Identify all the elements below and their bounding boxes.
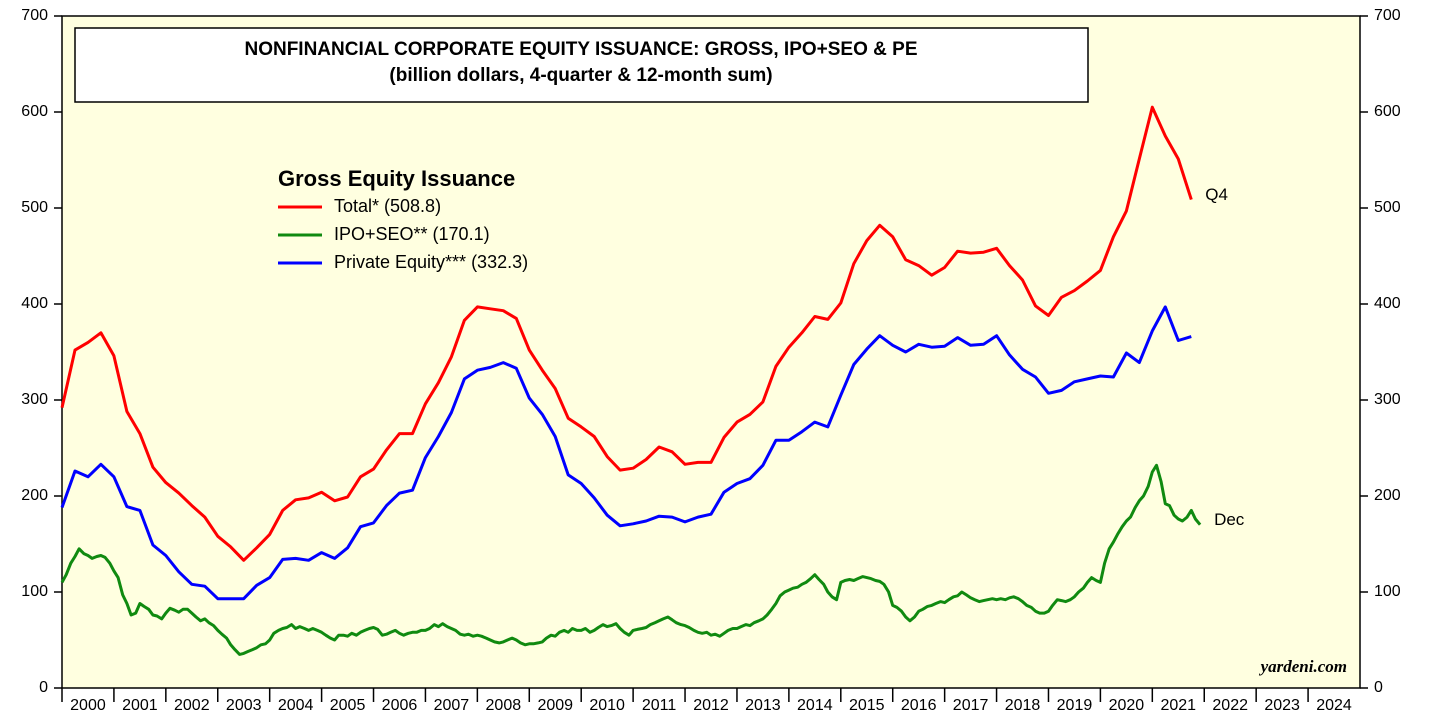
x-tick-label: 2011 bbox=[642, 697, 677, 714]
x-tick-label: 2012 bbox=[693, 697, 729, 714]
x-tick-label: 2006 bbox=[382, 697, 418, 714]
legend-label: Total* (508.8) bbox=[334, 196, 441, 216]
x-tick-label: 2004 bbox=[278, 697, 314, 714]
x-tick-label: 2019 bbox=[1057, 697, 1093, 714]
y-tick-label: 0 bbox=[39, 679, 48, 696]
x-tick-label: 2017 bbox=[953, 697, 989, 714]
y-tick-label: 500 bbox=[21, 199, 48, 216]
x-tick-label: 2016 bbox=[901, 697, 937, 714]
y2-tick-label: 400 bbox=[1374, 295, 1401, 312]
end-label: Q4 bbox=[1205, 185, 1228, 204]
x-tick-label: 2003 bbox=[226, 697, 262, 714]
x-tick-label: 2023 bbox=[1264, 697, 1300, 714]
y2-tick-label: 700 bbox=[1374, 7, 1401, 24]
x-tick-label: 2013 bbox=[745, 697, 781, 714]
x-tick-label: 2001 bbox=[122, 697, 158, 714]
series-line bbox=[60, 463, 1202, 656]
x-tick-label: 2005 bbox=[330, 697, 366, 714]
legend-label: Private Equity*** (332.3) bbox=[334, 252, 528, 272]
legend-title: Gross Equity Issuance bbox=[278, 166, 515, 191]
y2-tick-label: 600 bbox=[1374, 103, 1401, 120]
x-tick-label: 2008 bbox=[486, 697, 522, 714]
x-tick-label: 2015 bbox=[849, 697, 885, 714]
series-line bbox=[60, 305, 1192, 601]
y-tick-label: 300 bbox=[21, 391, 48, 408]
x-tick-label: 2010 bbox=[589, 697, 625, 714]
y2-tick-label: 300 bbox=[1374, 391, 1401, 408]
source: yardeni.com bbox=[1259, 657, 1347, 676]
x-tick-label: 2000 bbox=[70, 697, 106, 714]
y-tick-label: 100 bbox=[21, 583, 48, 600]
legend-label: IPO+SEO** (170.1) bbox=[334, 224, 490, 244]
y2-tick-label: 500 bbox=[1374, 199, 1401, 216]
x-tick-label: 2018 bbox=[1005, 697, 1041, 714]
y-tick-label: 200 bbox=[21, 487, 48, 504]
x-tick-label: 2020 bbox=[1109, 697, 1145, 714]
y2-tick-label: 200 bbox=[1374, 487, 1401, 504]
y2-tick-label: 0 bbox=[1374, 679, 1383, 696]
x-tick-label: 2024 bbox=[1316, 697, 1352, 714]
chart-title: NONFINANCIAL CORPORATE EQUITY ISSUANCE: … bbox=[244, 39, 917, 60]
title-box bbox=[74, 27, 1089, 103]
x-tick-label: 2021 bbox=[1160, 697, 1196, 714]
y2-tick-label: 100 bbox=[1374, 583, 1401, 600]
y-tick-label: 400 bbox=[21, 295, 48, 312]
x-tick-label: 2009 bbox=[537, 697, 573, 714]
x-tick-label: 2007 bbox=[434, 697, 470, 714]
series-line bbox=[60, 105, 1193, 562]
y-tick-label: 600 bbox=[21, 103, 48, 120]
x-tick-label: 2022 bbox=[1212, 697, 1248, 714]
x-tick-label: 2002 bbox=[174, 697, 210, 714]
end-label: Dec bbox=[1214, 510, 1245, 529]
y-tick-label: 700 bbox=[21, 7, 48, 24]
chart-subtitle: (billion dollars, 4-quarter & 12-month s… bbox=[389, 65, 772, 86]
x-tick-label: 2014 bbox=[797, 697, 833, 714]
